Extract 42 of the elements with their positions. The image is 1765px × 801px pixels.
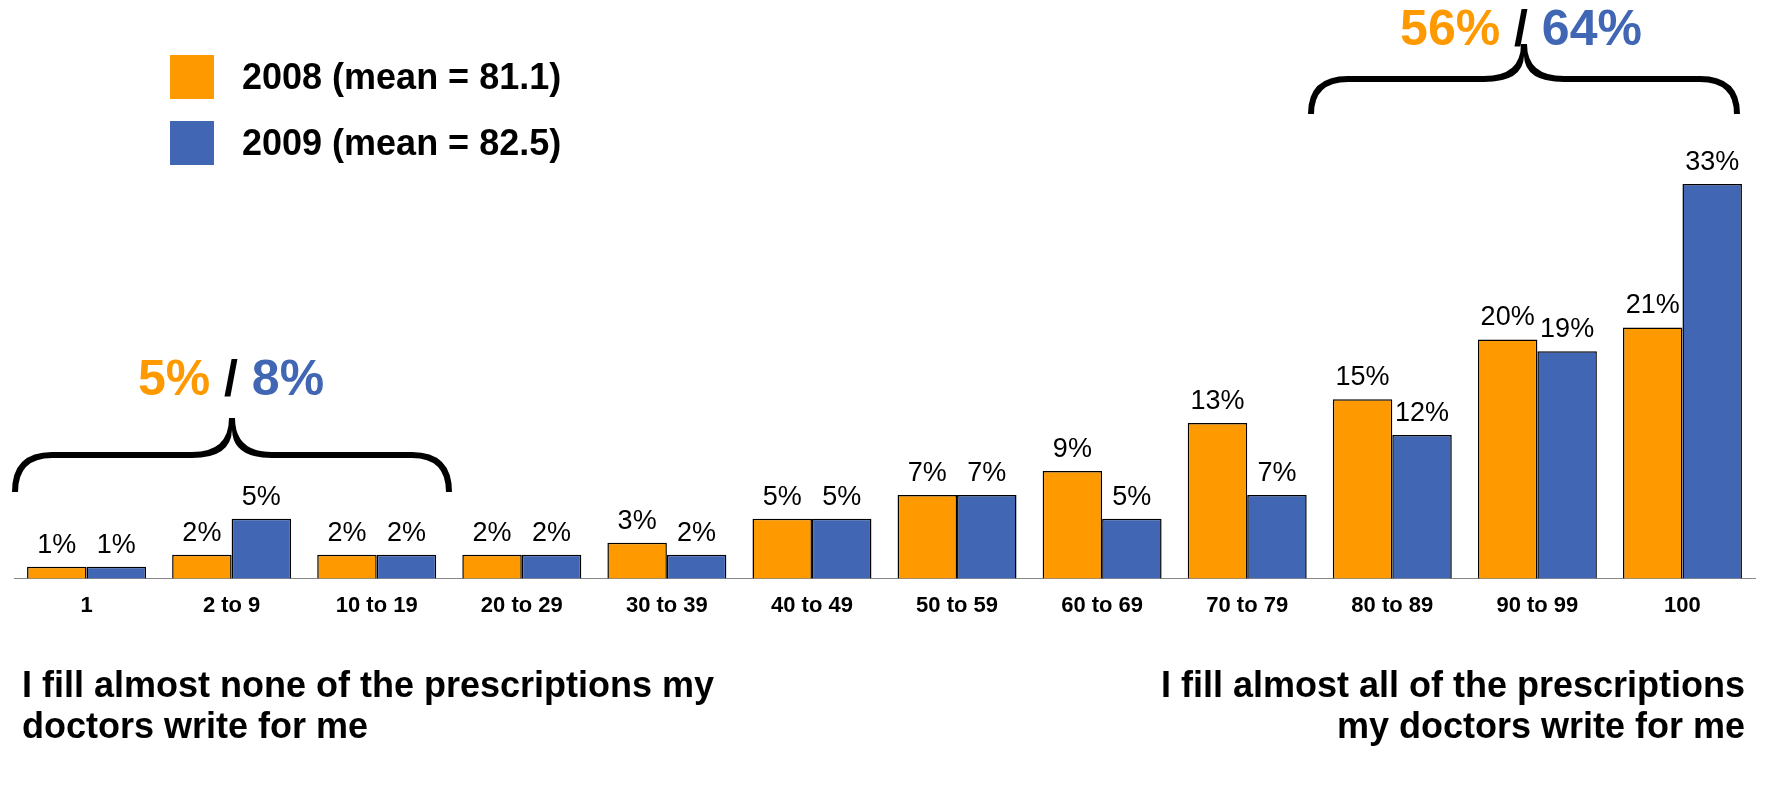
text: I fill almost none of the prescriptions my doctors write for me [22, 664, 716, 747]
data-label: 20% [1480, 301, 1535, 332]
legend-label: 2008 (mean = 81.1) [242, 56, 562, 98]
data-label: 2% [327, 516, 367, 547]
data-label: 5% [762, 480, 802, 511]
annotation: 5% / 8% [137, 350, 325, 406]
x-tick-label: 1 [80, 591, 93, 617]
x-tick-label: 20 to 29 [480, 591, 563, 617]
x-tick-label: 10 to 19 [335, 591, 418, 617]
data-label: 5% [241, 480, 281, 511]
data-label: 2% [182, 516, 222, 547]
data-label: 12% [1395, 397, 1450, 428]
x-tick-label: 2 to 9 [202, 591, 261, 617]
data-label: 7% [967, 456, 1007, 487]
data-label: 9% [1052, 432, 1092, 463]
x-tick-label: 60 to 69 [1061, 591, 1144, 617]
legend-label: 2009 (mean = 82.5) [242, 122, 562, 164]
x-tick-label: 100 [1664, 591, 1701, 617]
x-tick-label: 50 to 59 [916, 591, 999, 617]
data-label: 21% [1625, 289, 1680, 320]
text: I fill almost all of the prescriptions my doctors write for me [1159, 664, 1745, 747]
data-label: 13% [1190, 385, 1245, 416]
data-label: 2% [386, 516, 426, 547]
data-label: 2% [677, 516, 717, 547]
x-tick-label: 80 to 89 [1351, 591, 1434, 617]
data-label: 7% [1257, 456, 1297, 487]
data-label: 1% [96, 528, 136, 559]
data-label: 3% [617, 504, 657, 535]
data-label: 7% [907, 456, 947, 487]
data-label: 1% [37, 528, 77, 559]
data-label: 2% [472, 516, 512, 547]
data-label: 5% [1112, 480, 1152, 511]
x-tick-label: 30 to 39 [625, 591, 708, 617]
data-label: 2% [532, 516, 572, 547]
x-tick-label: 90 to 99 [1496, 591, 1579, 617]
x-tick-label: 40 to 49 [770, 591, 853, 617]
data-label: 15% [1335, 361, 1390, 392]
data-label: 5% [822, 480, 862, 511]
text: 56% / 64% [1400, 0, 1642, 56]
x-tick-label: 70 to 79 [1206, 591, 1289, 617]
data-label: 33% [1685, 145, 1740, 176]
data-label: 19% [1540, 313, 1595, 344]
